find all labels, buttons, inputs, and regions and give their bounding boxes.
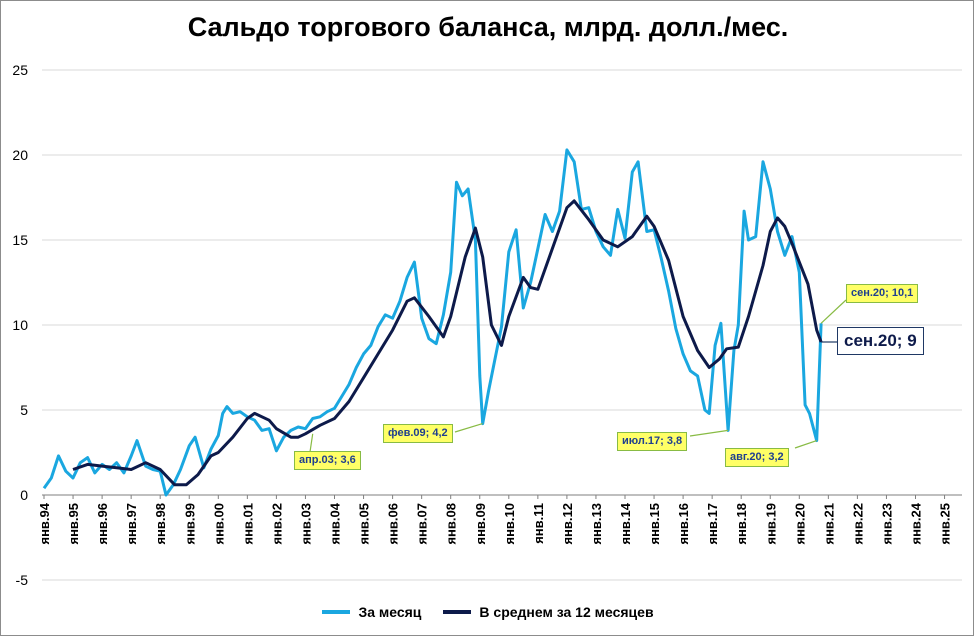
x-tick-label: янв.14 bbox=[618, 502, 633, 544]
x-tick-label: янв.01 bbox=[240, 503, 255, 545]
annotation-leaders bbox=[309, 299, 847, 453]
chart-title: Сальдо торгового баланса, млрд. долл./ме… bbox=[187, 12, 789, 42]
x-tick-label: янв.13 bbox=[589, 503, 604, 545]
annotation-leader-line bbox=[454, 423, 483, 433]
series-line-monthly bbox=[42, 148, 823, 497]
x-tick-label: янв.12 bbox=[560, 503, 575, 545]
x-tick-label: янв.25 bbox=[938, 503, 953, 545]
x-tick-label: янв.05 bbox=[357, 503, 372, 545]
annotation-feb09: фев.09; 4,2 bbox=[383, 424, 453, 443]
legend: За месяц В среднем за 12 месяцев bbox=[0, 604, 976, 620]
legend-item-monthly: За месяц bbox=[322, 604, 421, 620]
x-tick-label: янв.08 bbox=[444, 503, 459, 545]
y-axis-ticks: -5 0 5 10 15 20 25 bbox=[12, 62, 28, 588]
y-tick-label: -5 bbox=[16, 572, 29, 588]
annotation-leader-line bbox=[689, 429, 729, 437]
x-tick-label: янв.11 bbox=[531, 503, 546, 544]
x-tick-label: янв.20 bbox=[792, 503, 807, 545]
x-tick-label: янв.94 bbox=[37, 502, 52, 544]
x-tick-label: янв.02 bbox=[269, 503, 284, 545]
legend-item-average: В среднем за 12 месяцев bbox=[443, 604, 654, 620]
x-tick-label: янв.17 bbox=[705, 503, 720, 545]
y-tick-label: 5 bbox=[20, 402, 28, 418]
x-tick-label: янв.19 bbox=[763, 503, 778, 545]
x-tick-label: янв.24 bbox=[909, 502, 924, 544]
x-tick-label: янв.95 bbox=[66, 503, 81, 545]
x-tick-label: янв.97 bbox=[124, 503, 139, 545]
series-line-average bbox=[72, 199, 823, 487]
x-tick-label: янв.22 bbox=[850, 503, 865, 545]
annotation-leader-line bbox=[309, 433, 314, 453]
y-tick-label: 25 bbox=[12, 62, 28, 78]
annotation-sep20-avg: сен.20; 9 bbox=[837, 327, 924, 355]
y-tick-label: 20 bbox=[12, 147, 28, 163]
x-axis-ticks: янв.94 янв.95 янв.96 янв.97 янв.98 янв.99 янв.… bbox=[37, 495, 953, 545]
x-tick-label: янв.03 bbox=[298, 503, 313, 545]
annotation-sep20-month: сен.20; 10,1 bbox=[846, 284, 919, 303]
x-tick-label: янв.00 bbox=[211, 503, 226, 545]
y-tick-label: 0 bbox=[20, 487, 28, 503]
x-tick-label: янв.06 bbox=[386, 503, 401, 545]
x-tick-label: янв.96 bbox=[95, 503, 110, 545]
legend-label-monthly: За месяц bbox=[358, 604, 422, 620]
annotation-apr03: апр.03; 3,6 bbox=[294, 451, 361, 470]
annotation-aug20: авг.20; 3,2 bbox=[725, 448, 789, 467]
grid-lines bbox=[42, 69, 962, 581]
series-lines bbox=[42, 148, 823, 497]
annotation-leader-line bbox=[794, 440, 817, 449]
x-tick-label: янв.07 bbox=[415, 503, 430, 545]
x-tick-label: янв.99 bbox=[182, 503, 197, 545]
annotation-leader-line bbox=[820, 299, 847, 324]
x-tick-label: янв.21 bbox=[821, 503, 836, 545]
y-tick-label: 15 bbox=[12, 232, 28, 248]
x-tick-label: янв.98 bbox=[153, 503, 168, 545]
legend-label-average: В среднем за 12 месяцев bbox=[479, 604, 654, 620]
x-tick-label: янв.10 bbox=[502, 503, 517, 545]
x-tick-label: янв.16 bbox=[676, 503, 691, 545]
x-tick-label: янв.18 bbox=[734, 503, 749, 545]
y-tick-label: 10 bbox=[12, 317, 28, 333]
x-tick-label: янв.15 bbox=[647, 503, 662, 545]
annotation-jul17: июл.17; 3,8 bbox=[617, 432, 688, 451]
x-tick-label: янв.09 bbox=[473, 503, 488, 545]
x-tick-label: янв.23 bbox=[879, 503, 894, 545]
legend-swatch-average bbox=[443, 610, 472, 614]
x-tick-label: янв.04 bbox=[328, 502, 343, 544]
legend-swatch-monthly bbox=[322, 610, 351, 614]
